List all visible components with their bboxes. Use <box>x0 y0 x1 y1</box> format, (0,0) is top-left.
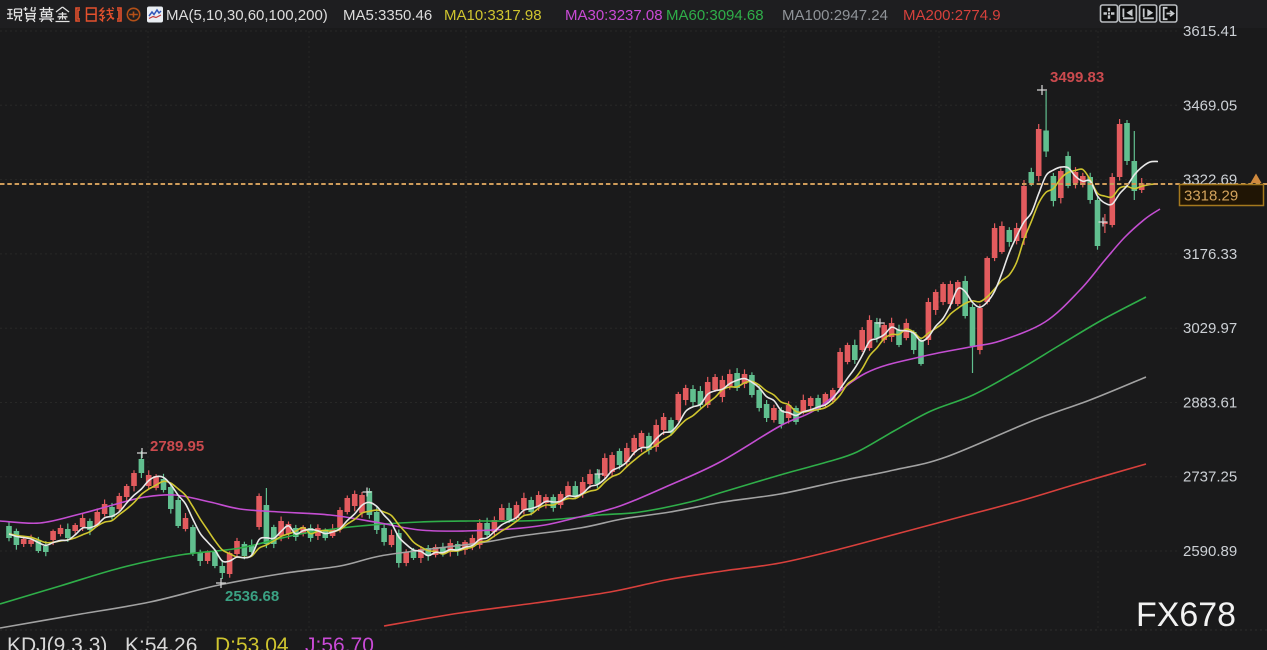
svg-text:D:53.04: D:53.04 <box>215 634 289 650</box>
svg-text:3029.97: 3029.97 <box>1183 320 1237 337</box>
svg-text:MA5:3350.46: MA5:3350.46 <box>343 7 432 24</box>
svg-text:K:54.26: K:54.26 <box>125 634 197 650</box>
svg-text:MA100:2947.24: MA100:2947.24 <box>782 7 888 24</box>
svg-text:2789.95: 2789.95 <box>150 438 204 455</box>
svg-text:3499.83: 3499.83 <box>1050 69 1104 86</box>
svg-text:2883.61: 2883.61 <box>1183 395 1237 412</box>
svg-text:MA10:3317.98: MA10:3317.98 <box>444 7 542 24</box>
svg-text:2536.68: 2536.68 <box>225 588 279 605</box>
svg-text:2737.25: 2737.25 <box>1183 469 1237 486</box>
svg-text:KDJ(9,3,3): KDJ(9,3,3) <box>7 634 107 650</box>
svg-text:3615.41: 3615.41 <box>1183 23 1237 40</box>
svg-text:MA30:3237.08: MA30:3237.08 <box>565 7 663 24</box>
svg-text:3176.33: 3176.33 <box>1183 246 1237 263</box>
svg-text:3318.29: 3318.29 <box>1184 188 1238 205</box>
svg-text:3469.05: 3469.05 <box>1183 97 1237 114</box>
svg-text:FX678: FX678 <box>1136 596 1236 634</box>
svg-text:2590.89: 2590.89 <box>1183 543 1237 560</box>
svg-text:J:56.70: J:56.70 <box>305 634 374 650</box>
svg-text:MA(5,10,30,60,100,200): MA(5,10,30,60,100,200) <box>166 7 328 24</box>
svg-text:MA60:3094.68: MA60:3094.68 <box>666 7 764 24</box>
svg-text:MA200:2774.9: MA200:2774.9 <box>903 7 1001 24</box>
